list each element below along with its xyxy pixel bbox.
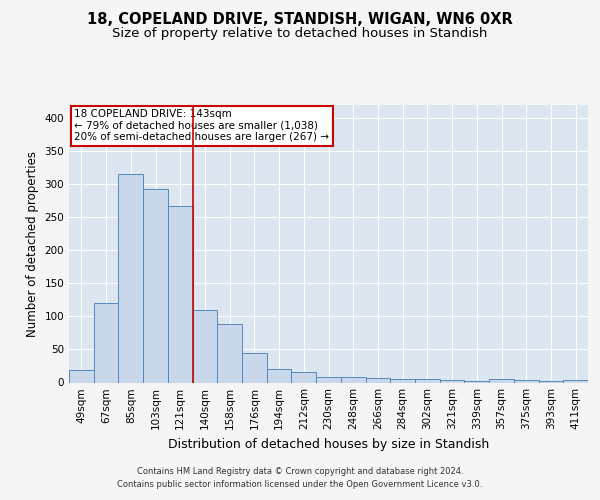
Bar	[440, 380, 464, 382]
Bar	[464, 380, 489, 382]
X-axis label: Distribution of detached houses by size in Standish: Distribution of detached houses by size …	[168, 438, 489, 451]
Bar	[217, 324, 242, 382]
Bar	[143, 189, 168, 382]
Bar	[563, 380, 588, 382]
Bar	[94, 303, 118, 382]
Bar	[415, 379, 440, 382]
Text: Size of property relative to detached houses in Standish: Size of property relative to detached ho…	[112, 28, 488, 40]
Bar	[316, 376, 341, 382]
Bar	[69, 370, 94, 382]
Bar	[539, 380, 563, 382]
Bar	[168, 206, 193, 382]
Bar	[390, 378, 415, 382]
Bar	[341, 376, 365, 382]
Y-axis label: Number of detached properties: Number of detached properties	[26, 151, 39, 337]
Bar	[118, 174, 143, 382]
Bar	[193, 310, 217, 382]
Bar	[489, 379, 514, 382]
Bar	[267, 370, 292, 382]
Text: Contains HM Land Registry data © Crown copyright and database right 2024.
Contai: Contains HM Land Registry data © Crown c…	[118, 468, 482, 489]
Bar	[365, 378, 390, 382]
Bar	[292, 372, 316, 382]
Text: 18 COPELAND DRIVE: 143sqm
← 79% of detached houses are smaller (1,038)
20% of se: 18 COPELAND DRIVE: 143sqm ← 79% of detac…	[74, 109, 329, 142]
Bar	[514, 380, 539, 382]
Bar	[242, 353, 267, 382]
Text: 18, COPELAND DRIVE, STANDISH, WIGAN, WN6 0XR: 18, COPELAND DRIVE, STANDISH, WIGAN, WN6…	[87, 12, 513, 28]
